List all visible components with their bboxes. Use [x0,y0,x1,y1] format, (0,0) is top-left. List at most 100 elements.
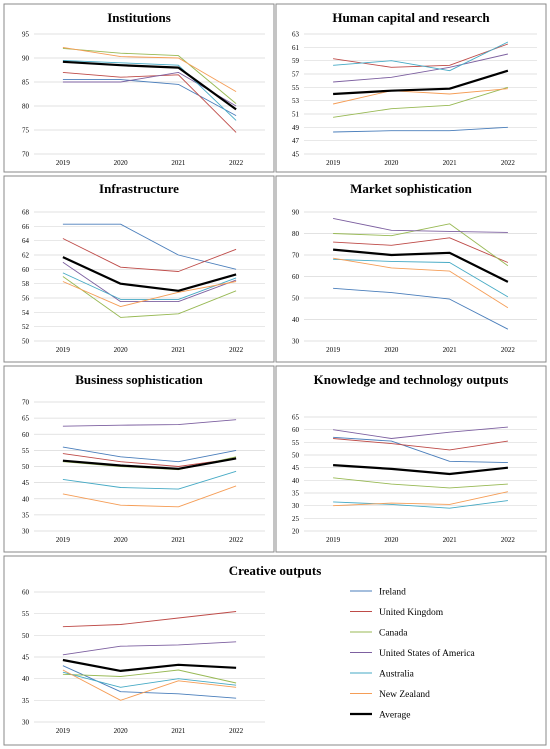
series-line-united-states-of-america [62,419,237,427]
chart-title: Creative outputs [229,563,322,578]
y-tick-label: 64 [22,237,30,245]
x-tick-label: 2020 [114,536,129,544]
x-tick-label: 2021 [171,159,186,167]
x-tick-label: 2019 [56,727,71,735]
x-tick-label: 2019 [56,159,71,167]
legend-item-united-kingdom: United Kingdom [350,608,444,618]
series-line-canada [62,669,237,684]
legend-label: Average [379,711,410,721]
series-line-new-zealand [62,669,237,701]
y-tick-label: 45 [292,464,300,472]
legend-label: United Kingdom [379,608,444,618]
y-tick-label: 40 [22,675,30,683]
y-tick-label: 40 [292,316,300,324]
legend: Ireland United Kingdom Canada United States… [350,588,476,721]
series-line-new-zealand [332,88,508,105]
y-tick-label: 47 [292,137,300,145]
y-tick-label: 62 [22,252,30,260]
x-tick-label: 2022 [501,159,516,167]
chart-title: Human capital and research [332,10,490,25]
y-tick-label: 49 [292,124,300,132]
series-line-average [332,248,509,283]
y-tick-label: 59 [292,57,300,65]
y-tick-label: 60 [22,589,30,597]
chart-title: Knowledge and technology outputs [314,372,509,387]
y-tick-label: 56 [22,295,30,303]
x-tick-label: 2022 [229,159,244,167]
x-tick-label: 2020 [384,159,399,167]
x-tick-label: 2022 [229,536,244,544]
series-line-new-zealand [333,491,508,507]
series-line-united-kingdom [333,438,508,451]
series-line-united-kingdom [333,237,509,263]
series-line-canada [62,276,237,318]
series-line-ireland [62,223,237,270]
x-tick-label: 2022 [501,536,516,544]
panel-creative-outputs: Creative outputs 30 35 40 45 50 55 60 2019 2020 20… [3,555,547,746]
y-tick-label: 50 [292,295,300,303]
legend-item-australia: Australia [350,670,415,680]
series-line-united-states-of-america [62,641,237,656]
series-line-average [62,60,237,111]
y-tick-label: 70 [22,399,30,407]
series-line-australia [62,59,237,121]
x-tick-label: 2021 [443,536,458,544]
legend-label: Canada [379,629,408,639]
y-tick-label: 55 [22,447,30,455]
series-line-ireland [62,665,237,699]
y-tick-label: 30 [292,338,300,346]
y-tick-label: 30 [292,502,300,510]
y-tick-label: 45 [292,151,300,159]
y-tick-label: 52 [22,323,30,331]
y-tick-label: 68 [22,209,30,217]
y-tick-label: 51 [292,111,300,119]
x-tick-label: 2020 [384,346,399,354]
y-tick-label: 35 [292,490,300,498]
x-tick-label: 2019 [56,346,71,354]
y-tick-label: 60 [292,426,300,434]
y-tick-label: 55 [292,84,300,92]
series-line-average [62,457,237,470]
x-tick-label: 2022 [229,727,244,735]
y-tick-label: 53 [292,97,300,105]
x-tick-label: 2019 [326,536,341,544]
panel-market-sophistication: Market sophistication 30 40 50 60 70 80 90 2019 2… [275,175,547,363]
series-line-ireland [333,287,509,330]
x-tick-label: 2021 [171,346,186,354]
series-line-ireland [333,436,508,464]
x-tick-label: 2022 [501,346,516,354]
y-tick-label: 50 [22,463,30,471]
y-tick-label: 40 [22,495,30,503]
series-line-ireland [62,79,237,116]
y-tick-label: 70 [22,151,30,159]
series-line-australia [333,41,509,72]
y-tick-label: 60 [22,431,30,439]
y-tick-label: 60 [22,266,30,274]
legend-item-average: Average [350,711,410,721]
x-tick-label: 2020 [114,346,129,354]
y-tick-label: 45 [22,479,30,487]
x-tick-label: 2019 [56,536,71,544]
series-line-new-zealand [62,485,237,508]
panel-knowledge-and-technology-outputs: Knowledge and technology outputs 20 25 30 35… [275,365,547,553]
y-tick-label: 35 [22,697,30,705]
y-tick-label: 58 [22,280,30,288]
series-line-australia [62,671,237,688]
y-tick-label: 57 [292,71,300,79]
y-tick-label: 55 [292,439,300,447]
series-line-united-kingdom [62,453,237,467]
series-line-new-zealand [62,46,237,92]
legend-item-ireland: Ireland [350,588,406,598]
y-tick-label: 50 [292,452,300,460]
y-tick-label: 20 [292,528,300,536]
series-line-australia [333,500,508,509]
series-line-united-states-of-america [333,217,508,233]
y-tick-label: 60 [292,273,300,281]
y-tick-label: 35 [22,511,30,519]
series-line-ireland [333,126,508,133]
series-line-average [62,658,237,673]
panel-institutions: Institutions 70 75 80 85 90 95 2019 2020 2021 2022 [3,3,275,173]
y-tick-label: 63 [292,31,300,39]
legend-item-new-zealand: New Zealand [350,690,430,700]
